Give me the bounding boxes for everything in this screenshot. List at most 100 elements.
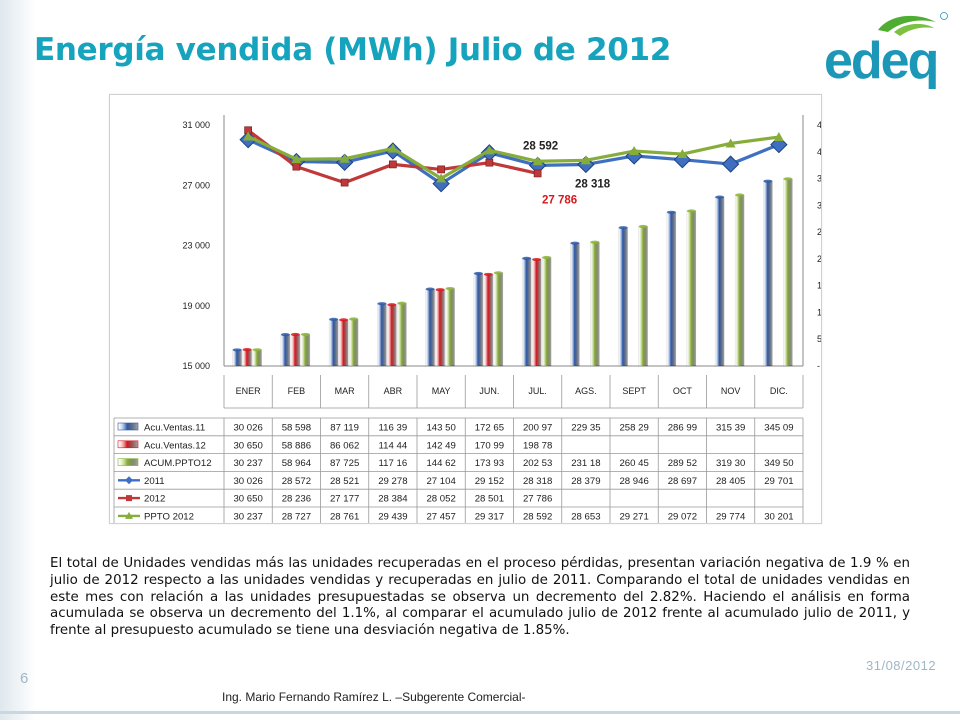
page-title: Energía vendida (MWh) Julio de 2012 bbox=[34, 32, 672, 68]
table-series-name: 2011 bbox=[144, 476, 165, 487]
legend-marker bbox=[126, 495, 132, 502]
legend-marker bbox=[125, 476, 133, 485]
table-cell: 28 592 bbox=[523, 512, 552, 523]
bar-cap bbox=[349, 317, 359, 321]
point-diamond bbox=[721, 155, 740, 173]
x-axis-category-label: FEB bbox=[288, 386, 306, 396]
table-cell: 170 99 bbox=[475, 440, 504, 451]
bar-acu-ventas-11 bbox=[521, 258, 532, 367]
table-series-name: ACUM.PPTO12 bbox=[144, 458, 212, 469]
bar-acu-ventas-11 bbox=[570, 242, 580, 367]
x-axis-category-label: JUL. bbox=[528, 386, 547, 396]
chart-container: 15 000 19 000 23 000 27 000 31 000 - 50 000 100… bbox=[109, 94, 850, 526]
slide-number: 6 bbox=[20, 670, 29, 687]
bar-cap bbox=[397, 301, 407, 305]
right-axis-tick-label: 400 000 bbox=[817, 147, 821, 157]
bar-acu-ventas-12 bbox=[338, 319, 349, 367]
table-cell: 231 18 bbox=[571, 458, 600, 469]
x-axis-category-label: NOV bbox=[721, 386, 741, 396]
bar-cap bbox=[329, 317, 339, 321]
point-triangle bbox=[387, 143, 398, 153]
legend-marker bbox=[125, 511, 133, 519]
table-cell: 28 572 bbox=[282, 476, 311, 487]
x-axis-category-label: AGS. bbox=[575, 386, 597, 396]
table-cell: 28 384 bbox=[378, 494, 408, 505]
point-square bbox=[437, 165, 445, 174]
bar-cap bbox=[522, 256, 532, 260]
point-triangle bbox=[484, 145, 495, 155]
point-diamond bbox=[673, 150, 692, 169]
bar-acu-ventas-12 bbox=[290, 334, 301, 367]
table-cell: 349 50 bbox=[764, 458, 793, 469]
right-axis-tick-label: - bbox=[817, 361, 820, 371]
table-cell: 28 379 bbox=[571, 476, 600, 487]
point-triangle bbox=[436, 173, 447, 183]
table-cell: 30 650 bbox=[233, 494, 262, 505]
table-cell: 30 026 bbox=[233, 423, 262, 434]
bar-acum-ppto12 bbox=[348, 318, 359, 367]
bar-acu-ventas-11 bbox=[232, 349, 242, 367]
table-cell: 200 97 bbox=[523, 423, 552, 434]
table-cell: 286 99 bbox=[668, 423, 697, 434]
bar-cap bbox=[493, 271, 503, 275]
bar-acum-ppto12 bbox=[638, 226, 648, 367]
bar-acum-ppto12 bbox=[300, 334, 311, 367]
right-axis-tick-label: 300 000 bbox=[817, 200, 821, 210]
bar-cap bbox=[618, 226, 628, 230]
bar-cap bbox=[290, 332, 300, 337]
x-axis-category-label: ENER bbox=[236, 386, 262, 396]
bar-acu-ventas-11 bbox=[328, 319, 339, 367]
legend-key-bar bbox=[117, 440, 139, 449]
x-axis-category-label: MAR bbox=[335, 386, 356, 396]
table-cell: 315 39 bbox=[716, 423, 745, 434]
bar-acu-ventas-11 bbox=[425, 288, 435, 367]
table-cell: 28 697 bbox=[668, 476, 697, 487]
bar-acum-ppto12 bbox=[590, 241, 600, 367]
table-cell: 29 439 bbox=[378, 512, 407, 523]
bar-acu-ventas-11 bbox=[763, 180, 773, 367]
bar-cap bbox=[735, 193, 745, 197]
bar-acu-ventas-12 bbox=[531, 259, 542, 367]
bar-acu-ventas-11 bbox=[377, 303, 387, 367]
point-square bbox=[485, 158, 494, 167]
bar-acum-ppto12 bbox=[541, 257, 552, 367]
table-cell: 29 774 bbox=[716, 512, 746, 523]
table-cell: 173 93 bbox=[475, 458, 504, 469]
x-axis-category-label: ABR bbox=[384, 386, 403, 396]
point-square bbox=[292, 162, 301, 171]
bar-acum-ppto12 bbox=[734, 194, 745, 367]
bar-cap bbox=[686, 209, 696, 213]
bar-cap bbox=[483, 272, 493, 277]
left-axis-tick-label: 15 000 bbox=[182, 361, 210, 371]
left-axis-tick-label: 23 000 bbox=[182, 241, 210, 251]
slide-date: 31/08/2012 bbox=[866, 658, 937, 673]
table-cell: 58 886 bbox=[282, 440, 311, 451]
right-axis-tick-label: 150 000 bbox=[817, 281, 821, 291]
bar-acum-ppto12 bbox=[686, 210, 697, 367]
table-cell: 28 727 bbox=[282, 512, 311, 523]
right-axis-tick-label: 250 000 bbox=[817, 227, 821, 237]
annotation-label: 28 592 bbox=[523, 140, 558, 152]
table-cell: 114 44 bbox=[379, 440, 408, 451]
bar-cap bbox=[445, 286, 455, 291]
bar-cap bbox=[232, 348, 242, 352]
table-cell: 87 119 bbox=[330, 423, 359, 434]
table-cell: 86 062 bbox=[330, 440, 359, 451]
left-axis-tick-label: 27 000 bbox=[182, 180, 210, 190]
x-axis-category-label: SEPT bbox=[622, 386, 646, 396]
table-cell: 28 653 bbox=[571, 512, 600, 523]
point-triangle bbox=[725, 138, 736, 148]
bar-acu-ventas-11 bbox=[280, 334, 291, 367]
table-cell: 29 072 bbox=[668, 512, 697, 523]
table-cell: 30 237 bbox=[233, 512, 262, 523]
bar-acum-ppto12 bbox=[252, 349, 262, 367]
table-cell: 143 50 bbox=[426, 423, 455, 434]
legend-key-bar bbox=[117, 422, 139, 431]
bar-cap bbox=[715, 195, 725, 199]
table-cell: 117 16 bbox=[379, 458, 408, 469]
bar-cap bbox=[473, 271, 483, 276]
bar-cap bbox=[542, 255, 552, 260]
table-cell: 58 598 bbox=[282, 423, 311, 434]
bar-acu-ventas-12 bbox=[435, 289, 445, 367]
bar-cap bbox=[300, 332, 310, 337]
